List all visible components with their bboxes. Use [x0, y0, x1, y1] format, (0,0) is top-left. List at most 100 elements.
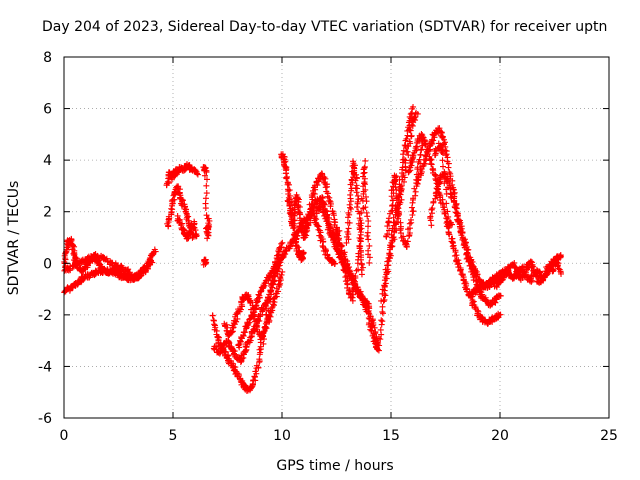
data-point: [356, 243, 363, 250]
data-point: [326, 197, 333, 204]
data-point: [300, 249, 307, 256]
data-point: [125, 266, 132, 273]
data-point: [371, 324, 378, 331]
data-point: [345, 209, 352, 216]
data-point: [353, 189, 360, 196]
data-point: [342, 274, 349, 281]
data-point: [203, 169, 210, 176]
axis-ticks: 0 5 10 15 20 25 -6 -4 -2 0 2 4 6 8: [38, 50, 618, 444]
data-point: [443, 151, 450, 158]
data-point: [401, 142, 408, 149]
data-point: [248, 384, 255, 391]
data-point: [296, 203, 303, 210]
data-point: [458, 225, 465, 232]
data-point: [395, 215, 402, 222]
data-point: [347, 191, 354, 198]
data-point: [429, 205, 436, 212]
x-tick-label: 10: [273, 428, 291, 444]
data-point: [403, 243, 410, 250]
data-point: [228, 329, 235, 336]
data-point: [202, 205, 209, 212]
y-tick-label: 6: [43, 102, 52, 118]
data-point: [377, 336, 384, 343]
data-point: [201, 172, 208, 179]
data-point: [402, 157, 409, 164]
data-point: [454, 216, 461, 223]
data-point: [206, 223, 213, 230]
data-point: [348, 206, 355, 213]
data-point: [351, 277, 358, 284]
data-point: [439, 134, 446, 141]
data-point: [361, 169, 368, 176]
data-point: [350, 158, 357, 165]
data-point: [344, 219, 351, 226]
data-point: [365, 251, 372, 258]
data-point: [279, 268, 286, 275]
data-point: [354, 200, 361, 207]
data-point: [408, 204, 415, 211]
data-point: [202, 195, 209, 202]
series-s: [378, 109, 421, 304]
data-point: [343, 233, 350, 240]
data-point: [408, 133, 415, 140]
data-point: [384, 223, 391, 230]
data-point: [474, 272, 481, 279]
data-point: [147, 258, 154, 265]
data-point: [95, 260, 102, 267]
data-point: [257, 349, 264, 356]
data-point: [283, 175, 290, 182]
data-point: [324, 226, 331, 233]
data-point: [308, 200, 315, 207]
data-point: [441, 180, 448, 187]
data-point: [393, 218, 400, 225]
series-v: [413, 125, 504, 309]
data-point: [286, 201, 293, 208]
data-point: [475, 287, 482, 294]
data-point: [321, 212, 328, 219]
data-point: [390, 197, 397, 204]
data-point: [352, 177, 359, 184]
chart-title: Day 204 of 2023, Sidereal Day-to-day VTE…: [42, 19, 607, 35]
data-point: [355, 266, 362, 273]
data-point: [391, 225, 398, 232]
data-point: [398, 196, 405, 203]
data-point: [427, 213, 434, 220]
data-point: [500, 274, 507, 281]
data-point: [353, 204, 360, 211]
series-u: [405, 131, 504, 327]
data-point: [361, 175, 368, 182]
data-point: [335, 240, 342, 247]
data-point: [351, 162, 358, 169]
data-point: [379, 310, 386, 317]
data-point: [365, 223, 372, 230]
data-point: [193, 233, 200, 240]
data-point: [447, 193, 454, 200]
data-point: [436, 175, 443, 182]
data-point: [260, 340, 267, 347]
data-point: [375, 347, 382, 354]
data-point: [381, 282, 388, 289]
data-point: [194, 170, 201, 177]
data-point: [391, 178, 398, 185]
data-point: [406, 127, 413, 134]
data-point: [270, 277, 277, 284]
data-point: [379, 308, 386, 315]
data-point: [332, 226, 339, 233]
data-point: [352, 185, 359, 192]
data-point: [422, 141, 429, 148]
data-point: [457, 267, 464, 274]
data-point: [237, 306, 244, 313]
data-point: [557, 252, 564, 259]
series-d: [163, 161, 201, 189]
data-point: [266, 313, 273, 320]
data-point: [358, 195, 365, 202]
series-z2: [491, 257, 565, 291]
data-point: [269, 281, 276, 288]
data-point: [417, 172, 424, 179]
data-point: [286, 187, 293, 194]
data-point: [356, 226, 363, 233]
data-point: [358, 220, 365, 227]
data-point: [193, 232, 200, 239]
data-point: [247, 334, 254, 341]
data-point: [454, 210, 461, 217]
